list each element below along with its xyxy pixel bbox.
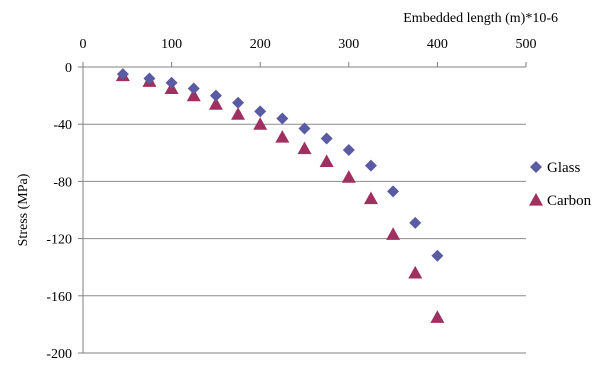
y-tick-label: -120 bbox=[46, 233, 72, 248]
axes bbox=[78, 62, 527, 354]
x-tick-label: 100 bbox=[161, 37, 182, 52]
glass-data-point bbox=[165, 76, 178, 89]
carbon-data-point bbox=[319, 154, 334, 167]
x-tick-label: 0 bbox=[80, 37, 87, 52]
glass-legend-label: Glass bbox=[547, 160, 580, 176]
x-tick-label: 400 bbox=[427, 37, 448, 52]
glass-data-point bbox=[254, 105, 267, 118]
carbon-data-point bbox=[297, 141, 312, 155]
glass-legend-marker bbox=[530, 161, 542, 173]
y-axis-title: Stress (MPa) bbox=[16, 173, 31, 246]
y-tick-label: -200 bbox=[46, 347, 72, 362]
y-tick-label: 0 bbox=[65, 61, 72, 76]
glass-data-point bbox=[232, 96, 245, 109]
carbon-data-point bbox=[231, 107, 246, 120]
y-tick-label: -40 bbox=[53, 118, 72, 133]
x-axis-title: Embedded length (m)*10-6 bbox=[403, 11, 558, 26]
glass-data-point bbox=[364, 159, 377, 172]
y-tick-label: -160 bbox=[46, 290, 72, 305]
carbon-data-point bbox=[363, 191, 378, 205]
glass-data-point bbox=[187, 82, 200, 95]
glass-data-point bbox=[276, 112, 289, 125]
tick-labels: 0 -40 -80 -120 -160 -200 0 100 200 300 400 500 bbox=[46, 37, 536, 362]
glass-data-point bbox=[342, 143, 355, 156]
data-markers bbox=[115, 68, 445, 323]
x-tick-label: 300 bbox=[338, 37, 359, 52]
glass-data-point bbox=[298, 122, 311, 135]
carbon-legend-label: Carbon bbox=[547, 193, 592, 209]
carbon-data-point bbox=[430, 310, 445, 323]
glass-data-point bbox=[431, 249, 444, 262]
x-tick-label: 200 bbox=[250, 37, 271, 52]
glass-data-point bbox=[320, 132, 333, 145]
carbon-legend-marker bbox=[529, 193, 543, 206]
glass-data-point bbox=[387, 185, 400, 198]
carbon-data-point bbox=[275, 130, 290, 143]
carbon-data-point bbox=[341, 170, 356, 183]
carbon-data-point bbox=[408, 265, 423, 279]
legend: Glass Carbon bbox=[529, 160, 592, 209]
carbon-data-point bbox=[208, 97, 223, 110]
carbon-data-point bbox=[386, 227, 401, 240]
glass-data-point bbox=[209, 89, 222, 102]
glass-data-point bbox=[116, 68, 129, 81]
glass-data-point bbox=[143, 72, 156, 85]
carbon-data-point bbox=[186, 88, 201, 102]
y-tick-label: -80 bbox=[53, 175, 72, 190]
glass-data-point bbox=[409, 216, 422, 229]
x-tick-label: 500 bbox=[516, 37, 537, 52]
carbon-data-point bbox=[253, 117, 268, 130]
